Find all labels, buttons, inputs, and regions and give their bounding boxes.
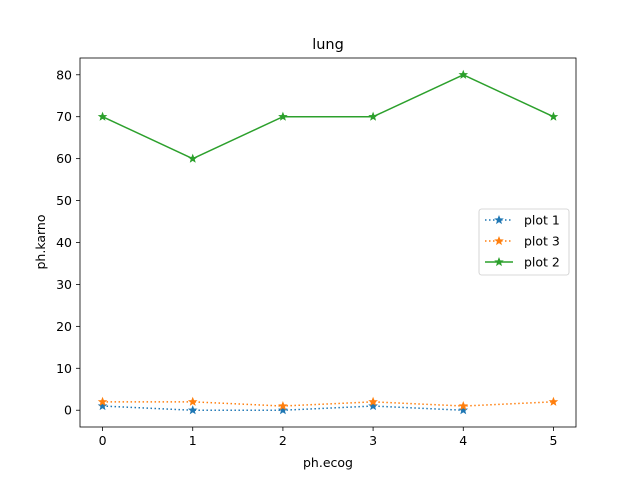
y-axis-label: ph.karno [33, 215, 48, 270]
data-point [458, 405, 469, 415]
legend-item: plot 1 [485, 213, 560, 228]
legend-box [478, 208, 570, 276]
legend: plot 1 plot 3 plot 2 [478, 208, 570, 276]
chart-title: lung [312, 37, 344, 53]
x-axis-label: ph.ecog [303, 455, 353, 470]
x-tick-label: 3 [369, 433, 377, 448]
legend-marker [494, 214, 504, 225]
y-tick-label: 20 [56, 319, 72, 334]
series-line [102, 73, 554, 160]
y-tick-label: 40 [56, 235, 72, 250]
y-tick-label: 60 [56, 151, 72, 166]
data-point [187, 153, 198, 163]
data-point [278, 405, 288, 415]
data-point [458, 69, 469, 79]
data-point [368, 396, 378, 406]
data-point [458, 400, 469, 411]
y-tick-label: 0 [64, 403, 72, 418]
x-tick-label: 0 [99, 433, 107, 448]
data-point [187, 405, 198, 415]
data-point [278, 111, 288, 121]
series-plot-2 [97, 69, 559, 163]
data-point [278, 400, 288, 411]
plot-frame [79, 57, 577, 428]
legend-label: plot 2 [524, 255, 560, 270]
data-point [548, 396, 559, 406]
x-tick-label: 5 [549, 433, 557, 448]
y-tick-label: 50 [56, 193, 72, 208]
series-plot-3 [97, 396, 559, 411]
legend-label: plot 1 [524, 213, 560, 228]
x-tick-label: 2 [279, 433, 287, 448]
data-point [368, 400, 378, 411]
data-point [187, 396, 198, 406]
legend-marker [494, 235, 504, 246]
x-tick-label: 1 [189, 433, 197, 448]
data-point [97, 396, 108, 406]
legend-item: plot 2 [485, 255, 560, 270]
data-point [97, 111, 108, 121]
y-tick-label: 70 [56, 109, 72, 124]
series-line [102, 401, 554, 407]
x-tick-label: 4 [459, 433, 467, 448]
legend-label: plot 3 [524, 234, 560, 249]
data-point [548, 111, 559, 121]
legend-item: plot 3 [485, 234, 560, 249]
legend-marker [494, 256, 504, 267]
y-tick-label: 80 [56, 67, 72, 82]
y-tick-label: 10 [56, 361, 72, 376]
y-tick-label: 30 [56, 277, 72, 292]
data-point [368, 111, 378, 121]
data-point [97, 400, 108, 411]
plot-area [97, 69, 559, 415]
series-plot-1 [97, 400, 469, 415]
